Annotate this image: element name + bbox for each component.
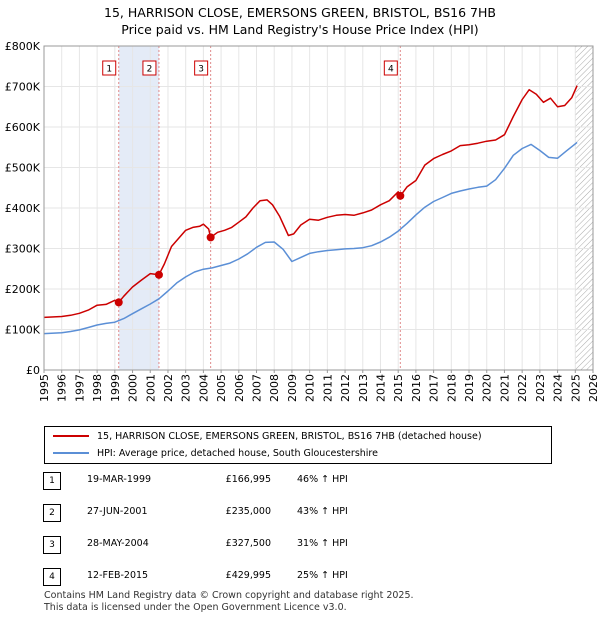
x-tick-label: 2016	[410, 374, 423, 402]
sale-point	[114, 298, 123, 307]
sale-label-box	[102, 60, 117, 76]
sale-hpi-diff: 43% ↑ HPI	[297, 506, 348, 517]
price-chart: 1 2 3 4 £0 £100K £200K £300K £400K £500K £600K £70…	[5, 40, 600, 402]
x-tick-label: 2021	[498, 374, 511, 402]
legend-item-hpi: HPI: Average price, detached house, Sout…	[53, 445, 378, 461]
y-tick-label: £500K	[5, 162, 41, 175]
sale-hpi-diff: 31% ↑ HPI	[297, 538, 348, 549]
sale-price: £429,995	[225, 570, 271, 581]
sale-row: 3 28-MAY-2004 £327,500 31% ↑ HPI	[43, 536, 463, 554]
sale-hpi-diff: 25% ↑ HPI	[297, 570, 348, 581]
x-tick-label: 2010	[304, 374, 317, 402]
sale-row: 2 27-JUN-2001 £235,000 43% ↑ HPI	[43, 504, 463, 522]
legend-swatch-property	[53, 435, 89, 437]
x-tick-label: 2022	[516, 374, 529, 402]
sale-number-badge: 2	[43, 504, 61, 522]
y-tick-label: £300K	[5, 243, 41, 256]
x-tick-label: 2023	[534, 374, 547, 402]
sale-label-box	[142, 60, 157, 76]
sale-hpi-diff: 46% ↑ HPI	[297, 474, 348, 485]
y-tick-label: £700K	[5, 81, 41, 94]
x-tick-label: 2013	[357, 374, 370, 402]
chart-title: 15, HARRISON CLOSE, EMERSONS GREEN, BRIS…	[104, 5, 496, 20]
y-tick-label: £600K	[5, 121, 41, 134]
sale-row: 1 19-MAR-1999 £166,995 46% ↑ HPI	[43, 472, 463, 490]
x-tick-label: 2025	[569, 374, 582, 402]
sale-date: 27-JUN-2001	[87, 506, 148, 517]
sale-point	[154, 270, 163, 279]
footer-line: Contains HM Land Registry data © Crown c…	[44, 590, 414, 601]
x-tick-label: 1997	[73, 374, 86, 402]
sale-number-badge: 3	[43, 536, 61, 554]
x-tick-label: 2014	[374, 374, 387, 402]
sale-date: 12-FEB-2015	[87, 570, 149, 581]
x-tick-label: 2011	[321, 374, 334, 402]
sale-label-number: 4	[388, 65, 394, 75]
x-tick-label: 1998	[91, 374, 104, 402]
sale-price: £235,000	[225, 506, 271, 517]
chart-title-block: 15, HARRISON CLOSE, EMERSONS GREEN, BRIS…	[0, 4, 600, 38]
y-tick-label: £400K	[5, 202, 41, 215]
sale-point	[396, 191, 405, 200]
x-tick-label: 2005	[215, 374, 228, 402]
sale-price: £166,995	[225, 474, 271, 485]
sale-row: 4 12-FEB-2015 £429,995 25% ↑ HPI	[43, 568, 463, 586]
legend: 15, HARRISON CLOSE, EMERSONS GREEN, BRIS…	[44, 426, 552, 464]
sale-label-box	[383, 60, 398, 76]
x-tick-label: 2019	[463, 374, 476, 402]
x-tick-label: 1995	[38, 374, 51, 402]
y-tick-label: £800K	[5, 40, 41, 53]
y-tick-label: £100K	[5, 324, 41, 337]
x-tick-label: 2018	[445, 374, 458, 402]
chart-subtitle: Price paid vs. HM Land Registry's House …	[121, 22, 479, 37]
x-tick-label: 1996	[56, 374, 69, 402]
x-tick-label: 2001	[144, 374, 157, 402]
x-tick-label: 2012	[339, 374, 352, 402]
hpi-line	[43, 141, 578, 335]
legend-swatch-hpi	[53, 452, 89, 454]
sale-label-box	[194, 60, 209, 76]
x-tick-label: 2020	[481, 374, 494, 402]
legend-label-hpi: HPI: Average price, detached house, Sout…	[97, 447, 378, 459]
sale-label-number: 3	[198, 65, 204, 75]
legend-label-property: 15, HARRISON CLOSE, EMERSONS GREEN, BRIS…	[97, 430, 482, 442]
x-tick-label: 2002	[162, 374, 175, 402]
y-tick-label: £200K	[5, 283, 41, 296]
footer-attribution: Contains HM Land Registry data © Crown c…	[44, 590, 414, 614]
x-tick-label: 2000	[127, 374, 140, 402]
plot-frame	[43, 45, 594, 371]
x-tick-label: 1999	[109, 374, 122, 402]
x-tick-label: 2026	[587, 374, 600, 402]
sale-label-number: 2	[147, 65, 153, 75]
x-tick-label: 2006	[233, 374, 246, 402]
sale-date: 19-MAR-1999	[87, 474, 152, 485]
x-tick-label: 2004	[197, 374, 210, 402]
sale-date: 28-MAY-2004	[87, 538, 149, 549]
sale-number-badge: 4	[43, 568, 61, 586]
y-tick-label: £0	[26, 364, 40, 377]
legend-item-property: 15, HARRISON CLOSE, EMERSONS GREEN, BRIS…	[53, 428, 482, 444]
property-price-line	[43, 85, 578, 319]
x-tick-label: 2003	[180, 374, 193, 402]
sale-point	[206, 233, 215, 242]
sale-label-number: 1	[106, 65, 112, 75]
sale-price: £327,500	[225, 538, 271, 549]
x-tick-label: 2007	[251, 374, 264, 402]
x-tick-label: 2024	[552, 374, 565, 402]
x-tick-label: 2015	[392, 374, 405, 402]
x-tick-label: 2009	[286, 374, 299, 402]
x-tick-label: 2017	[428, 374, 441, 402]
x-tick-label: 2008	[268, 374, 281, 402]
footer-line: This data is licensed under the Open Gov…	[44, 602, 347, 613]
sale-number-badge: 1	[43, 472, 61, 490]
